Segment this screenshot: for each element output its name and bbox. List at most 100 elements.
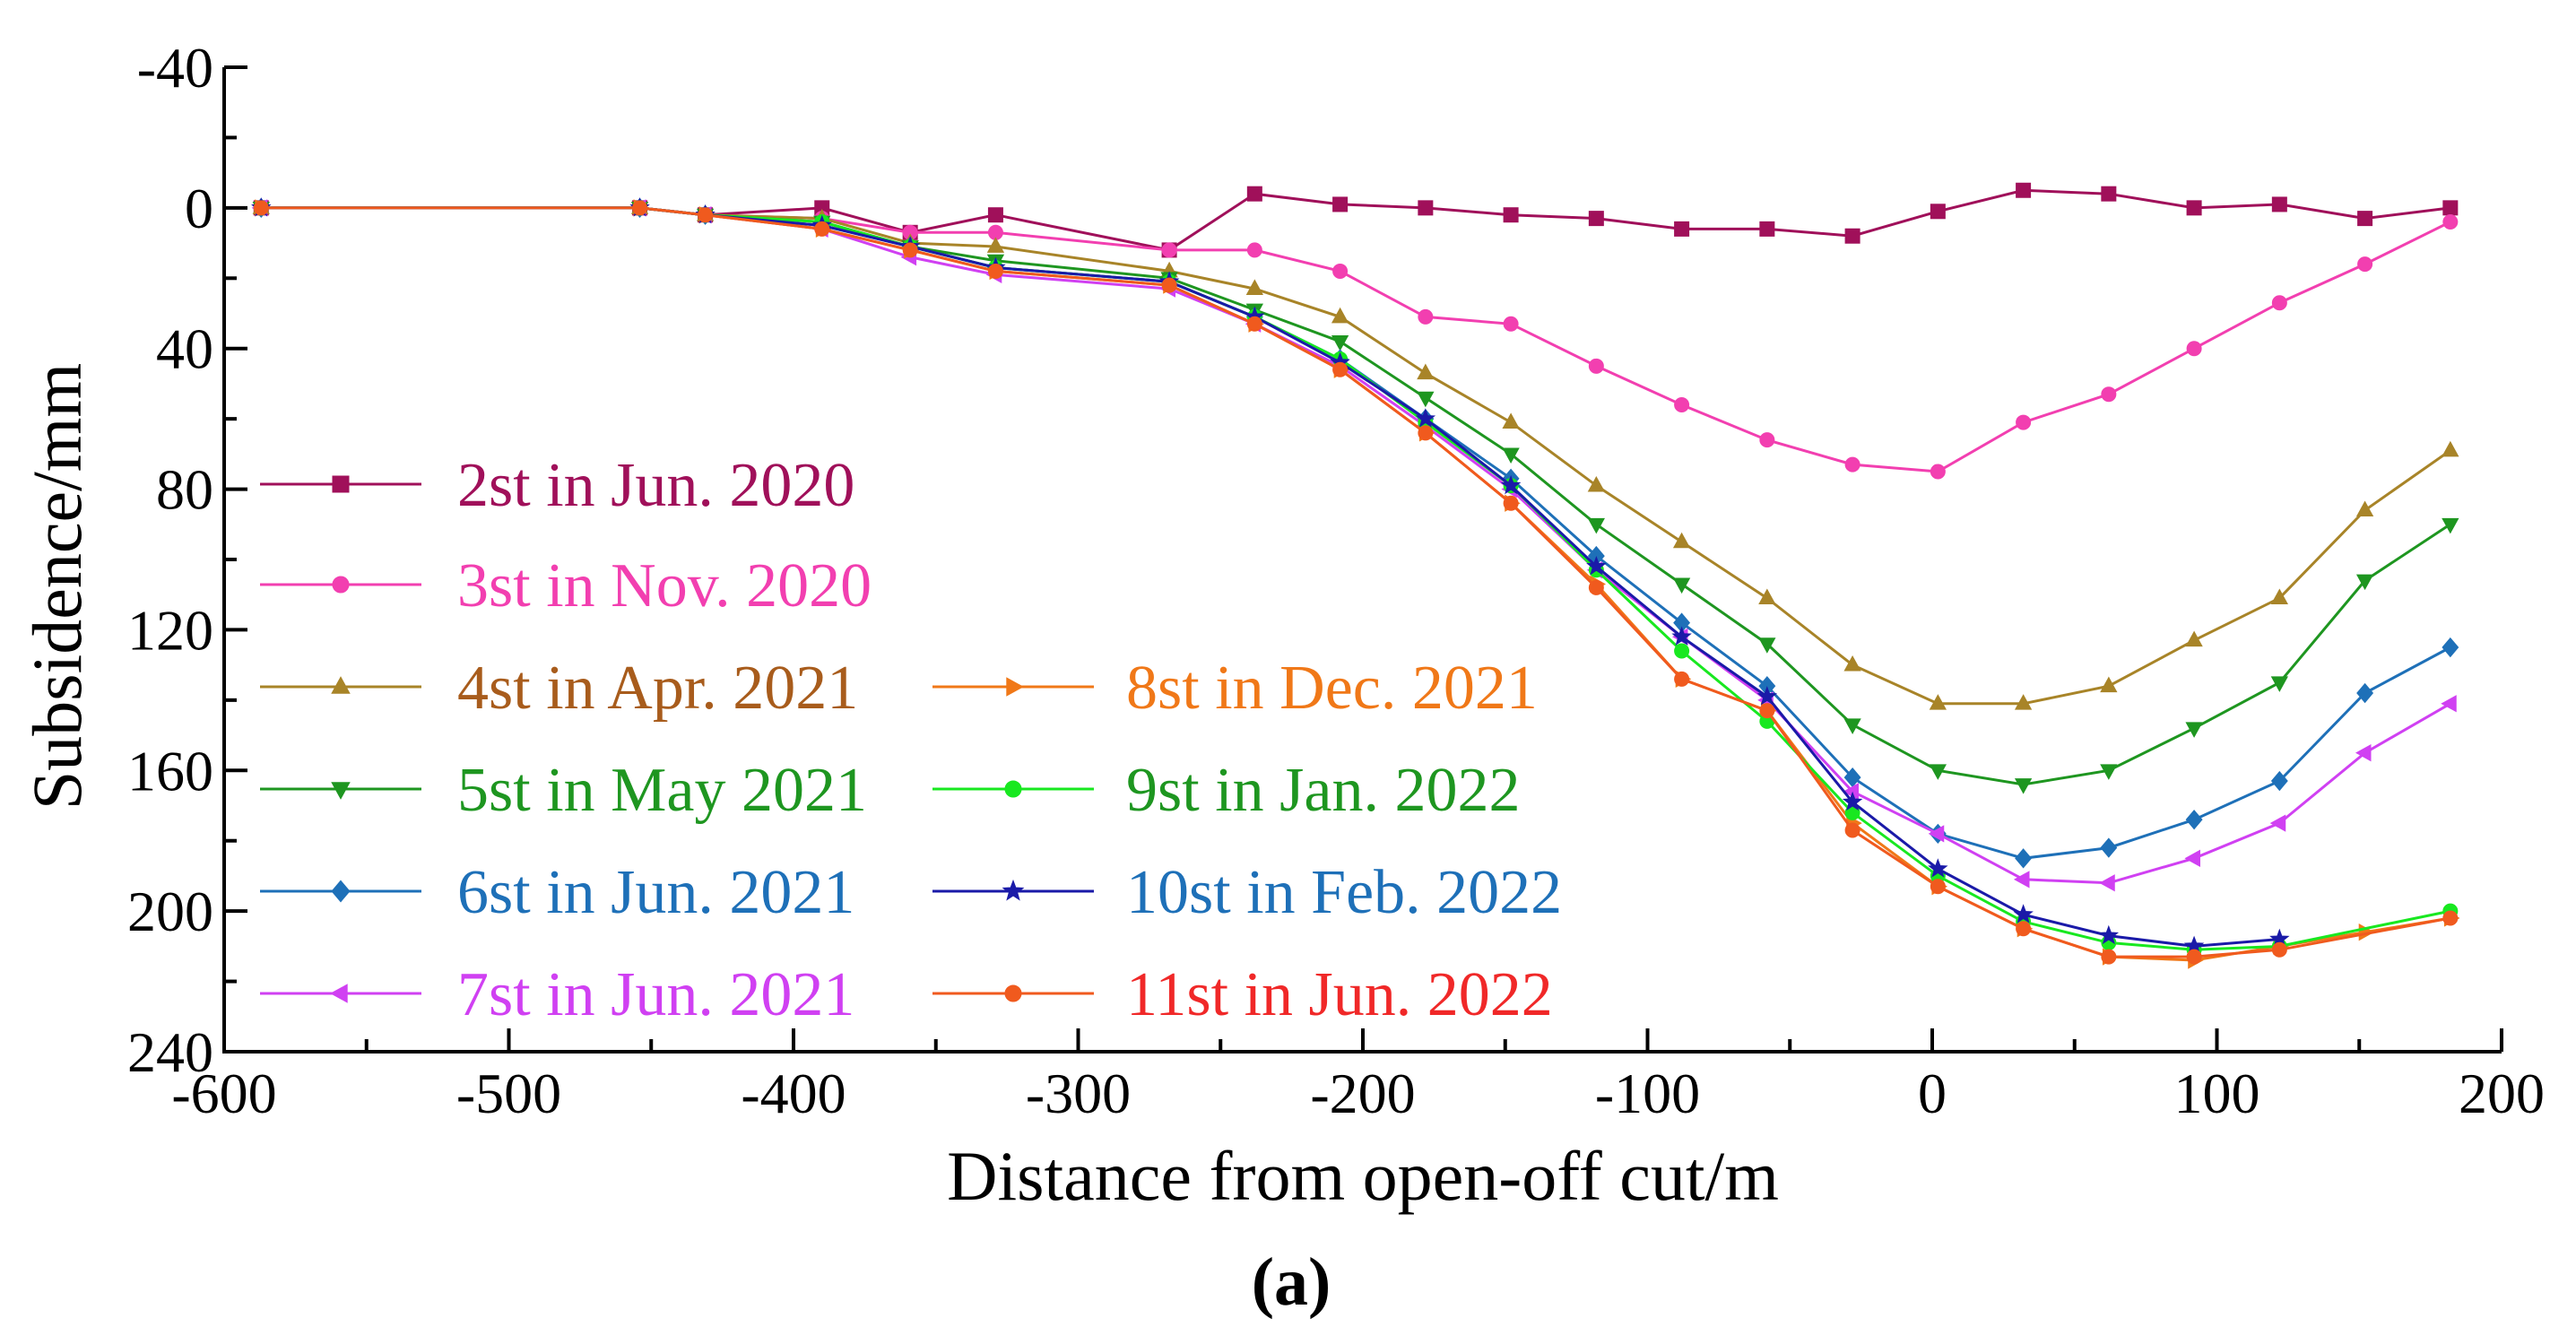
data-point — [2185, 722, 2203, 738]
data-point — [1503, 495, 1519, 511]
data-point — [1672, 577, 1691, 594]
data-point — [2184, 849, 2200, 867]
data-point — [1502, 412, 1520, 429]
data-point — [1503, 207, 1519, 223]
legend-item: 10st in Feb. 2022 — [932, 858, 1562, 927]
data-point — [2186, 341, 2202, 357]
data-point — [1759, 221, 1775, 237]
legend-item: 6st in Jun. 2021 — [260, 858, 854, 927]
data-point — [2270, 588, 2288, 605]
data-point — [2355, 744, 2372, 762]
data-point — [2016, 182, 2032, 198]
data-point — [1758, 637, 1776, 654]
x-tick-label: 100 — [2174, 1062, 2260, 1125]
data-point — [1758, 588, 1776, 605]
data-point — [2442, 214, 2459, 230]
series-11 — [253, 200, 2459, 965]
data-point — [2101, 186, 2117, 202]
data-point — [1671, 626, 1692, 646]
data-point — [1843, 718, 1861, 734]
data-point — [1332, 263, 1349, 279]
data-point — [1674, 671, 1690, 687]
data-point — [2185, 630, 2203, 647]
series-layer — [251, 182, 2460, 969]
legend-label: 3st in Nov. 2020 — [457, 551, 872, 620]
data-point — [2356, 682, 2374, 704]
axes: -600 -500 -400 -300 -200 -100 0 100 200-40040801… — [127, 36, 2545, 1125]
figure-caption: (a) — [1252, 1244, 1331, 1320]
data-point — [2270, 770, 2288, 792]
data-point — [1674, 643, 1690, 659]
data-point — [1672, 532, 1691, 549]
data-point — [1331, 334, 1349, 351]
data-point — [1332, 361, 1349, 377]
data-point — [2442, 637, 2459, 658]
data-point — [1930, 879, 1946, 895]
x-tick-label: -100 — [1595, 1062, 1700, 1125]
data-point — [1245, 279, 1263, 295]
legend-item: 5st in May 2021 — [260, 756, 867, 825]
data-point — [1161, 277, 1177, 293]
data-point — [2355, 574, 2374, 591]
data-point — [1415, 408, 1436, 428]
data-point — [1759, 703, 1775, 719]
data-point — [2441, 695, 2457, 713]
data-point — [698, 207, 714, 223]
data-point — [2100, 837, 2118, 858]
data-point — [2016, 414, 2032, 430]
legend-item: 9st in Jan. 2022 — [932, 756, 1520, 825]
data-point — [1674, 396, 1690, 412]
data-point — [1587, 517, 1605, 534]
data-point — [2100, 676, 2118, 693]
data-point — [1929, 694, 1947, 710]
data-point — [1674, 221, 1690, 237]
data-point — [987, 263, 1003, 279]
legend-label: 5st in May 2021 — [457, 756, 867, 825]
data-point — [330, 984, 348, 1003]
data-point — [1161, 242, 1177, 258]
data-point — [1843, 655, 1861, 672]
data-point — [331, 880, 351, 903]
x-tick-label: -300 — [1026, 1062, 1131, 1125]
data-point — [1006, 677, 1024, 697]
series-3 — [253, 200, 2459, 480]
data-point — [2269, 814, 2286, 832]
data-point — [1500, 474, 1522, 495]
data-point — [1588, 358, 1604, 374]
data-point — [2100, 764, 2118, 780]
legend-label: 4st in Apr. 2021 — [457, 654, 858, 723]
data-point — [902, 242, 918, 258]
x-tick-label: 0 — [1918, 1062, 1947, 1125]
legend-item: 7st in Jun. 2021 — [260, 960, 854, 1029]
data-point — [1586, 555, 1607, 576]
data-point — [1503, 316, 1519, 332]
data-point — [2355, 500, 2374, 516]
legend-item: 4st in Apr. 2021 — [260, 654, 858, 723]
series-line — [261, 206, 2451, 473]
data-point — [1759, 432, 1775, 448]
data-point — [2442, 517, 2459, 534]
data-point — [1844, 822, 1860, 838]
data-point — [1418, 308, 1434, 325]
data-point — [1756, 686, 1778, 706]
data-point — [2442, 910, 2459, 926]
data-point — [814, 221, 830, 237]
data-point — [2013, 871, 2030, 889]
data-point — [2185, 810, 2203, 830]
legend-item: 8st in Dec. 2021 — [932, 654, 1538, 723]
data-point — [2271, 941, 2287, 958]
data-point — [332, 576, 350, 594]
data-point — [1588, 579, 1604, 595]
data-point — [1502, 447, 1520, 464]
data-point — [2014, 778, 2033, 794]
data-point — [2186, 200, 2202, 216]
legend-label: 7st in Jun. 2021 — [457, 960, 854, 1029]
data-point — [2442, 440, 2459, 457]
legend-item: 3st in Nov. 2020 — [260, 551, 872, 620]
data-point — [1417, 391, 1435, 408]
series-line — [261, 206, 2280, 948]
legend-label: 10st in Feb. 2022 — [1126, 858, 1562, 927]
series-2 — [253, 182, 2459, 258]
data-point — [2016, 921, 2032, 937]
